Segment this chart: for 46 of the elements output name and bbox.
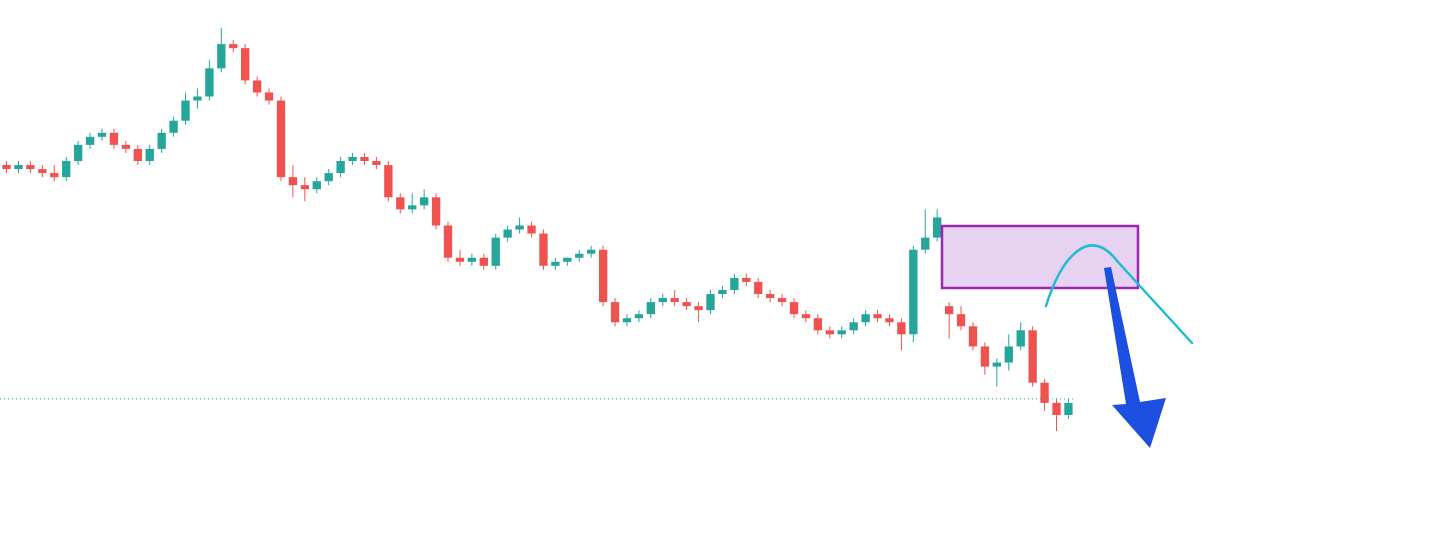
candlestick xyxy=(408,192,417,214)
candlestick xyxy=(694,301,703,323)
candlestick xyxy=(85,132,95,150)
candlestick xyxy=(157,128,166,154)
candlestick xyxy=(145,144,154,166)
candlestick xyxy=(789,297,799,319)
candlestick xyxy=(813,313,823,335)
candlestick xyxy=(730,273,739,295)
candlestick xyxy=(646,297,656,319)
candlestick xyxy=(921,208,930,255)
candlestick xyxy=(1040,378,1049,412)
candlestick xyxy=(754,277,763,299)
candlestick xyxy=(133,144,142,166)
candlestick xyxy=(634,309,644,323)
candlestick xyxy=(419,188,429,210)
candlestick xyxy=(97,128,107,142)
candlestick xyxy=(121,140,131,154)
candlestick xyxy=(288,164,298,198)
candlestick xyxy=(455,249,465,267)
candlestick xyxy=(109,128,119,150)
candlestick xyxy=(1016,321,1025,351)
candlestick xyxy=(777,293,787,307)
candlestick xyxy=(181,91,190,126)
candlestick xyxy=(169,116,178,138)
candlestick xyxy=(193,87,202,110)
candlestick xyxy=(968,321,978,351)
candlestick xyxy=(992,358,1002,388)
candlestick xyxy=(897,317,906,351)
candlestick xyxy=(300,176,310,202)
candlestick xyxy=(622,313,632,327)
candlestick xyxy=(956,305,966,331)
candlestick xyxy=(62,156,71,182)
candlestick xyxy=(1004,333,1013,372)
candlestick xyxy=(73,140,83,166)
candlestick xyxy=(336,156,345,178)
candlestick xyxy=(252,75,262,98)
candlestick xyxy=(610,297,620,327)
candlestick xyxy=(264,87,274,106)
candlestick xyxy=(467,253,477,267)
candlestick xyxy=(944,301,954,339)
candlestick xyxy=(396,192,405,214)
candlestick xyxy=(1052,398,1061,432)
candlestick xyxy=(706,289,715,315)
candlestick xyxy=(980,341,990,376)
candlestick xyxy=(801,309,811,323)
candlestick xyxy=(933,208,942,243)
